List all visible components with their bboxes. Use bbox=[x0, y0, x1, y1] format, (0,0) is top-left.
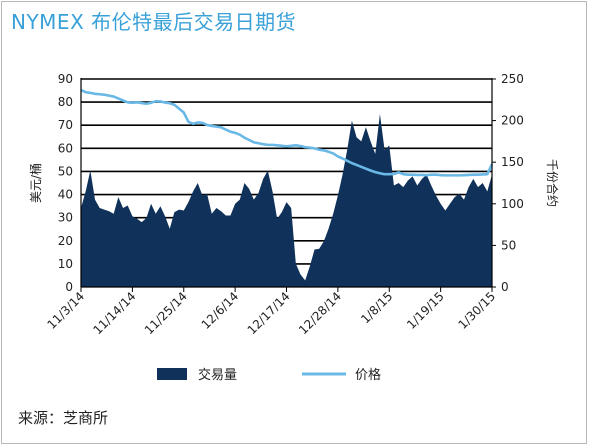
right-tick-200: 200 bbox=[501, 114, 524, 128]
right-tick-250: 250 bbox=[501, 72, 524, 86]
volume-area-layer bbox=[81, 113, 492, 287]
right-axis-label: 千份合约 bbox=[545, 159, 560, 207]
left-tick-50: 50 bbox=[58, 164, 73, 178]
right-tick-100: 100 bbox=[501, 197, 524, 211]
left-tick-20: 20 bbox=[58, 234, 73, 248]
left-tick-90: 90 bbox=[58, 72, 73, 86]
x-axis-ticks: 11/3/14 11/14/14 11/25/14 12/6/14 12/17/14 12… bbox=[45, 287, 499, 337]
legend-swatch-volume bbox=[157, 368, 187, 380]
left-tick-80: 80 bbox=[58, 95, 73, 109]
chart-title: NYMEX 布伦特最后交易日期货 bbox=[11, 10, 297, 34]
legend-label-price: 价格 bbox=[355, 367, 381, 383]
right-tick-150: 150 bbox=[501, 155, 524, 169]
left-tick-0: 0 bbox=[65, 280, 73, 294]
x-tick-label-1: 11/14/14 bbox=[90, 289, 138, 337]
x-tick-label-6: 1/8/15 bbox=[358, 289, 395, 326]
price-line-layer bbox=[80, 88, 494, 177]
volume-area bbox=[81, 113, 492, 287]
x-tick-label-2: 11/25/14 bbox=[142, 289, 190, 337]
right-tick-0: 0 bbox=[501, 280, 509, 294]
left-tick-40: 40 bbox=[58, 188, 73, 202]
x-tick-label-0: 11/3/14 bbox=[45, 289, 88, 332]
left-tick-70: 70 bbox=[58, 118, 73, 132]
x-tick-label-5: 12/28/14 bbox=[296, 289, 344, 337]
price-line bbox=[80, 88, 494, 177]
left-axis-label: 美元/桶 bbox=[28, 163, 43, 203]
right-tick-50: 50 bbox=[501, 238, 516, 252]
left-tick-10: 10 bbox=[58, 257, 73, 271]
x-tick-label-7: 1/19/15 bbox=[404, 289, 447, 332]
legend: 交易量 价格 bbox=[157, 367, 381, 383]
left-axis-ticks: 0 10 20 30 40 50 60 70 80 90 bbox=[58, 72, 73, 294]
source-note: 来源：芝商所 bbox=[18, 409, 109, 427]
x-tick-label-4: 12/17/14 bbox=[245, 289, 293, 337]
left-tick-30: 30 bbox=[58, 211, 73, 225]
legend-label-volume: 交易量 bbox=[198, 367, 237, 383]
right-axis-ticks: 0 50 100 150 200 250 bbox=[492, 72, 524, 294]
left-tick-60: 60 bbox=[58, 141, 73, 155]
x-tick-label-3: 12/6/14 bbox=[199, 289, 242, 332]
x-tick-label-8: 1/30/15 bbox=[456, 289, 499, 332]
